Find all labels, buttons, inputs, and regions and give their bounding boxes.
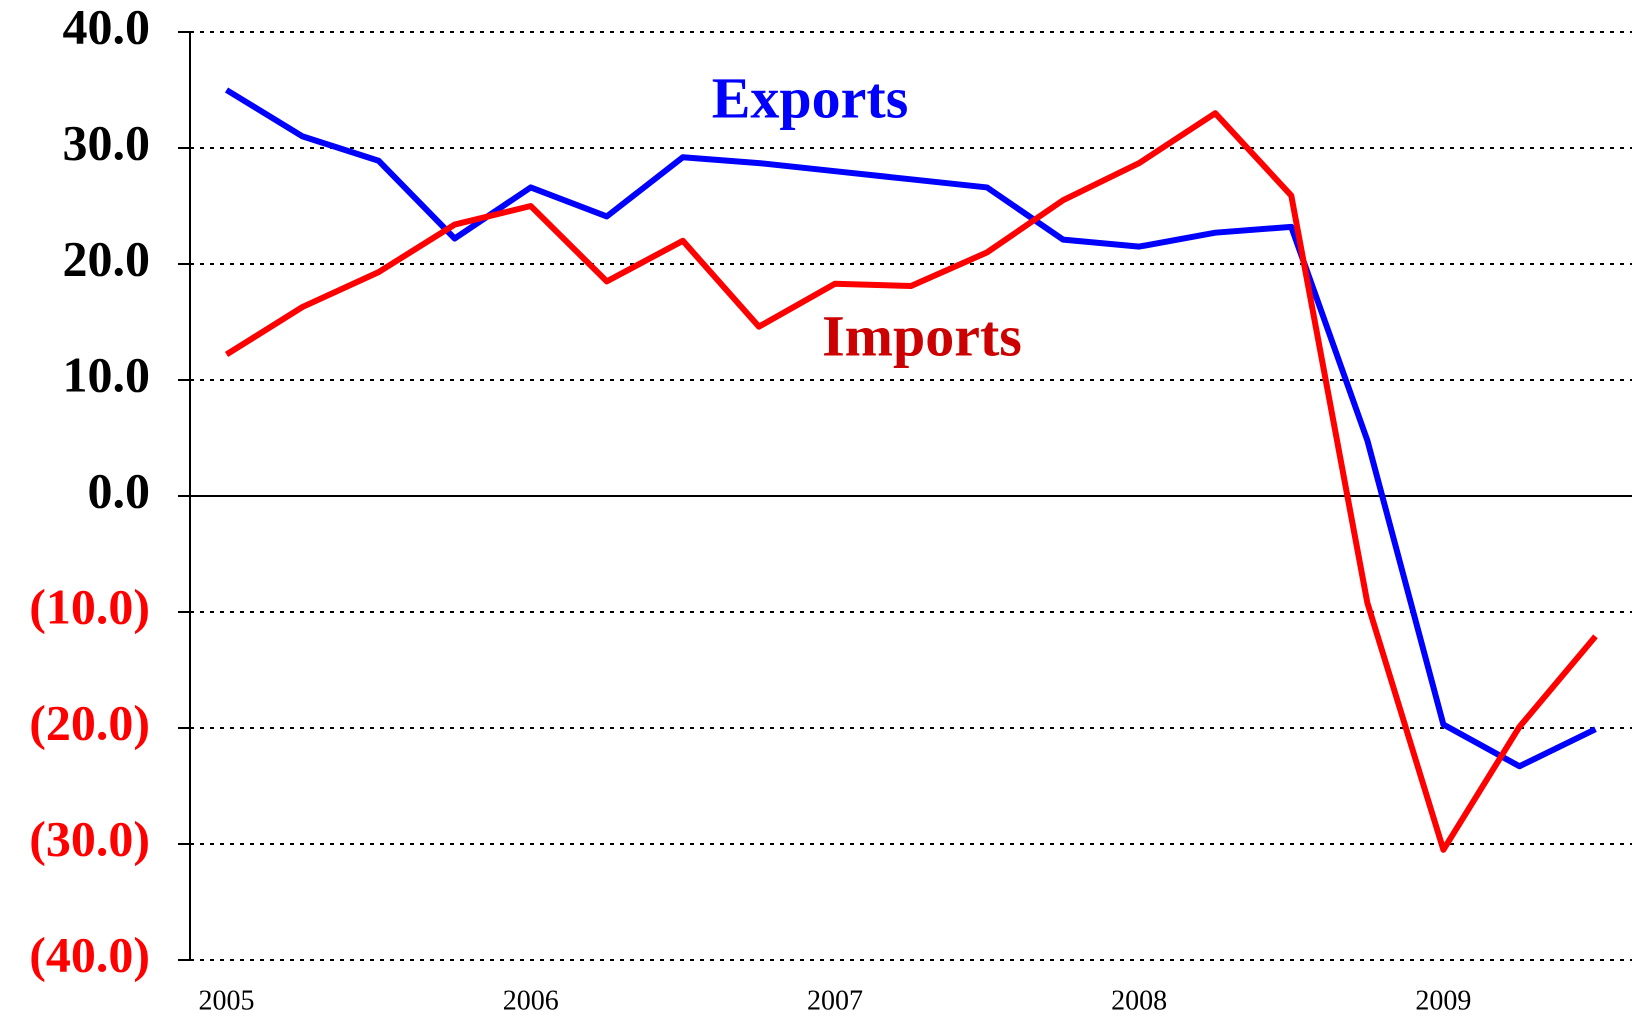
y-tick-label: 20.0 bbox=[63, 230, 151, 286]
x-tick-label: 2008 bbox=[1111, 985, 1167, 1016]
line bbox=[224, 87, 1597, 770]
x-tick-label: 2006 bbox=[503, 985, 559, 1016]
x-tick-label: 2007 bbox=[807, 985, 863, 1016]
y-tick-label: 0.0 bbox=[88, 462, 151, 518]
y-tick-label: (10.0) bbox=[29, 578, 150, 634]
annotation: Imports bbox=[822, 303, 1022, 368]
y-tick-label: 30.0 bbox=[63, 114, 151, 170]
y-tick-label: (40.0) bbox=[29, 926, 150, 982]
line bbox=[224, 110, 1598, 853]
x-tick-label: 2005 bbox=[199, 985, 255, 1016]
annotation: Exports bbox=[712, 65, 909, 130]
x-tick-label: 2009 bbox=[1415, 985, 1471, 1016]
y-tick-label: (20.0) bbox=[29, 694, 150, 750]
y-tick-label: 10.0 bbox=[63, 346, 151, 402]
y-tick-label: 40.0 bbox=[63, 0, 151, 54]
y-tick-label: (30.0) bbox=[29, 810, 150, 866]
